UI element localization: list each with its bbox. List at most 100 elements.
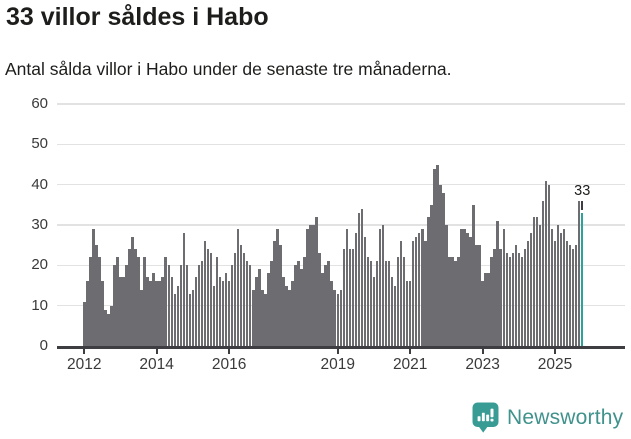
bar xyxy=(417,233,421,346)
bar xyxy=(203,241,207,346)
bar xyxy=(164,257,167,346)
bar xyxy=(221,281,225,346)
bar xyxy=(384,261,388,346)
gridline xyxy=(57,143,625,146)
bar xyxy=(273,241,276,346)
chart-subtitle: Antal sålda villor i Habo under de senas… xyxy=(5,59,452,79)
x-axis-tick xyxy=(228,348,231,354)
bar xyxy=(466,233,469,346)
y-axis-label: 20 xyxy=(31,256,48,274)
bar xyxy=(463,229,466,346)
bar xyxy=(167,265,170,346)
bar xyxy=(544,180,548,346)
bar xyxy=(490,257,493,346)
bar xyxy=(496,220,499,346)
bar xyxy=(562,229,566,346)
bar xyxy=(282,277,285,346)
bar xyxy=(529,233,533,346)
bar xyxy=(336,293,339,346)
bar xyxy=(224,273,228,346)
bar xyxy=(200,261,204,346)
bar xyxy=(381,225,385,346)
bar xyxy=(300,269,303,346)
bar xyxy=(451,257,454,346)
bar xyxy=(182,233,186,346)
x-axis-tick xyxy=(481,348,484,354)
bar xyxy=(185,265,189,346)
bar xyxy=(270,261,273,346)
bar xyxy=(351,249,355,346)
bar xyxy=(571,249,575,346)
bar xyxy=(95,245,98,346)
bar xyxy=(110,305,113,346)
bar xyxy=(511,253,515,346)
bar xyxy=(393,285,397,346)
x-axis-label: 2023 xyxy=(465,356,500,373)
x-axis-label: 2016 xyxy=(211,356,247,373)
bar xyxy=(460,229,463,346)
bar xyxy=(146,277,149,346)
bar xyxy=(191,289,195,346)
bar xyxy=(520,257,524,346)
bar xyxy=(387,261,391,346)
bar xyxy=(242,253,246,346)
bar xyxy=(405,281,409,346)
bar xyxy=(285,285,288,346)
bar xyxy=(239,245,243,346)
x-axis-tick xyxy=(409,348,412,354)
bar xyxy=(333,289,336,346)
bar xyxy=(312,225,315,346)
annotation-leader-line xyxy=(581,200,583,210)
bar xyxy=(502,229,505,346)
bar xyxy=(197,265,201,346)
x-axis-tick xyxy=(554,348,557,354)
bar xyxy=(258,269,261,346)
bar xyxy=(176,285,180,346)
bar xyxy=(137,257,140,346)
x-axis-tick xyxy=(336,348,339,354)
bar xyxy=(330,281,333,346)
bar xyxy=(390,277,394,346)
highlight-value-label: 33 xyxy=(574,182,591,199)
bar xyxy=(399,241,403,346)
bar xyxy=(170,277,174,346)
bar xyxy=(291,281,294,346)
bar xyxy=(357,212,361,346)
bar xyxy=(152,273,155,346)
bar xyxy=(245,261,249,346)
y-axis-label: 0 xyxy=(39,337,48,354)
bar xyxy=(188,293,192,346)
bar xyxy=(363,237,367,346)
bar xyxy=(321,273,324,346)
bar xyxy=(439,184,442,346)
newsworthy-speech-bubble-chart-icon xyxy=(472,402,499,434)
bar xyxy=(402,257,406,346)
bar xyxy=(327,261,330,346)
bar xyxy=(161,277,164,346)
bar xyxy=(149,281,152,346)
bar xyxy=(218,277,222,346)
bar xyxy=(517,253,521,346)
bar xyxy=(493,249,496,346)
y-axis-label: 50 xyxy=(31,135,48,153)
bar xyxy=(378,229,382,346)
bar xyxy=(505,253,509,346)
bar xyxy=(116,257,119,346)
bar xyxy=(252,289,255,346)
bar xyxy=(345,229,349,346)
bar xyxy=(433,168,436,346)
bar xyxy=(421,229,424,346)
bar xyxy=(315,216,318,346)
newsworthy-logo[interactable]: Newsworthy xyxy=(472,400,631,436)
bar xyxy=(342,249,346,346)
bar xyxy=(158,281,161,346)
bar xyxy=(233,253,237,346)
bar xyxy=(89,257,92,346)
bar xyxy=(206,249,210,346)
bar xyxy=(472,204,475,346)
x-axis-label: 2019 xyxy=(320,356,355,373)
bar xyxy=(155,281,158,346)
bar xyxy=(276,229,279,346)
bar xyxy=(366,257,370,346)
bar xyxy=(279,245,282,346)
